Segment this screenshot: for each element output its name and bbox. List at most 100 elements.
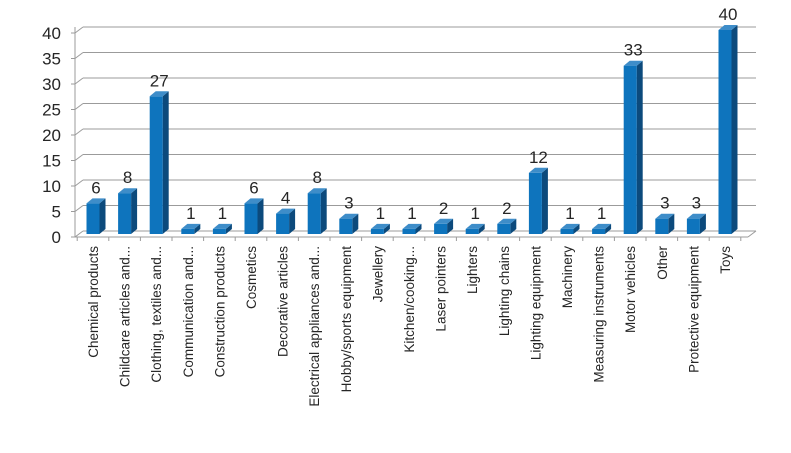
bar-top-face bbox=[370, 223, 390, 229]
bar-value-label: 8 bbox=[312, 168, 321, 187]
bar bbox=[434, 223, 448, 234]
bar-value-label: 3 bbox=[344, 194, 353, 213]
bar-side-face bbox=[320, 188, 327, 234]
bar-side-face bbox=[636, 60, 643, 235]
gridline-bevel bbox=[74, 128, 84, 136]
bar-value-label: 8 bbox=[123, 168, 132, 187]
bar-top-face bbox=[339, 213, 359, 219]
bar-value-label: 27 bbox=[150, 71, 169, 90]
bar-top-face bbox=[718, 25, 738, 30]
gridline-bevel bbox=[74, 205, 84, 212]
bar-side-face bbox=[162, 91, 169, 234]
bar bbox=[560, 228, 574, 234]
bar-side-face bbox=[478, 223, 485, 234]
bar-top-face bbox=[276, 208, 296, 214]
category-label: Cosmetics bbox=[244, 246, 259, 309]
category-label: Other bbox=[655, 245, 670, 279]
bar bbox=[86, 203, 100, 234]
category-label: Protective equipment bbox=[686, 246, 701, 373]
floor-right-bevel bbox=[747, 230, 757, 238]
bar-side-face bbox=[510, 218, 517, 234]
bar-value-label: 3 bbox=[660, 194, 669, 213]
bar bbox=[212, 228, 226, 234]
bar-side-face bbox=[289, 208, 296, 234]
bar bbox=[118, 193, 132, 234]
bar bbox=[623, 65, 637, 234]
bar-value-label: 33 bbox=[624, 41, 643, 60]
bar-value-label: 1 bbox=[470, 204, 479, 223]
bar-top-face bbox=[560, 223, 580, 229]
bar-value-label: 2 bbox=[439, 199, 448, 218]
y-tick-label: 5 bbox=[52, 203, 61, 222]
bar-side-face bbox=[541, 167, 548, 234]
category-label: Communication and... bbox=[181, 246, 196, 377]
bar bbox=[181, 228, 195, 234]
bar-value-label: 1 bbox=[218, 204, 227, 223]
bar bbox=[370, 228, 384, 234]
bar bbox=[592, 228, 606, 234]
bar-value-label: 3 bbox=[692, 194, 701, 213]
bar bbox=[276, 213, 290, 234]
y-tick-label: 0 bbox=[52, 228, 61, 247]
bar-top-face bbox=[465, 223, 485, 229]
gridline-bevel bbox=[74, 179, 84, 187]
category-label: Measuring instruments bbox=[592, 246, 607, 383]
bar-side-face bbox=[668, 213, 675, 234]
bar-top-face bbox=[149, 91, 169, 97]
gridline-bevel bbox=[74, 26, 84, 34]
gridline-bevel bbox=[74, 154, 84, 161]
bar-value-label: 1 bbox=[376, 204, 385, 223]
gridline-bevel bbox=[74, 103, 84, 110]
bar-top-face bbox=[686, 213, 706, 219]
bar-top-face bbox=[212, 223, 232, 229]
category-label: Lighting chains bbox=[497, 246, 512, 336]
bar-top-face bbox=[623, 60, 643, 66]
bar-side-face bbox=[194, 223, 201, 234]
bar-value-label: 1 bbox=[565, 204, 574, 223]
category-label: Childcare articles and... bbox=[118, 246, 133, 387]
y-tick-label: 15 bbox=[42, 152, 61, 171]
bar bbox=[655, 218, 669, 234]
bar bbox=[686, 218, 700, 234]
bar bbox=[307, 193, 321, 234]
bar-value-label: 40 bbox=[719, 5, 738, 24]
category-label: Laser pointers bbox=[434, 246, 449, 332]
bar-value-label: 1 bbox=[597, 204, 606, 223]
bar-top-face bbox=[307, 188, 327, 194]
category-label: Lighting equipment bbox=[528, 246, 543, 360]
bar-side-face bbox=[605, 223, 612, 234]
bar bbox=[718, 30, 732, 234]
bar-side-face bbox=[99, 198, 106, 234]
bar-value-label: 1 bbox=[186, 204, 195, 223]
y-tick-label: 35 bbox=[42, 50, 61, 69]
bar bbox=[149, 96, 163, 234]
bar-side-face bbox=[573, 223, 580, 234]
category-label: Machinery bbox=[560, 246, 575, 309]
bar bbox=[528, 172, 542, 234]
category-label: Jewellery bbox=[370, 246, 385, 303]
category-label: Decorative articles bbox=[276, 246, 291, 357]
bar-top-face bbox=[497, 218, 517, 224]
bar-top-face bbox=[655, 213, 675, 219]
bar bbox=[244, 203, 258, 234]
bar-top-face bbox=[181, 223, 201, 229]
y-tick-label: 40 bbox=[42, 24, 61, 43]
bar bbox=[402, 228, 416, 234]
y-tick-label: 25 bbox=[42, 101, 61, 120]
bar bbox=[497, 223, 511, 234]
category-label: Toys bbox=[718, 246, 733, 274]
y-tick-label: 20 bbox=[42, 126, 61, 145]
category-label: Hobby/sports equipment bbox=[339, 246, 354, 393]
bar-top-face bbox=[118, 188, 138, 194]
bar-top-face bbox=[244, 198, 264, 204]
gridline-bevel bbox=[74, 230, 84, 238]
category-label: Construction products bbox=[212, 246, 227, 378]
bar-top-face bbox=[434, 218, 454, 224]
bar-side-face bbox=[257, 198, 264, 234]
category-label: Motor vehicles bbox=[623, 246, 638, 333]
bar-side-face bbox=[225, 223, 232, 234]
bar-top-face bbox=[402, 223, 422, 229]
bar-top-face bbox=[528, 167, 548, 173]
